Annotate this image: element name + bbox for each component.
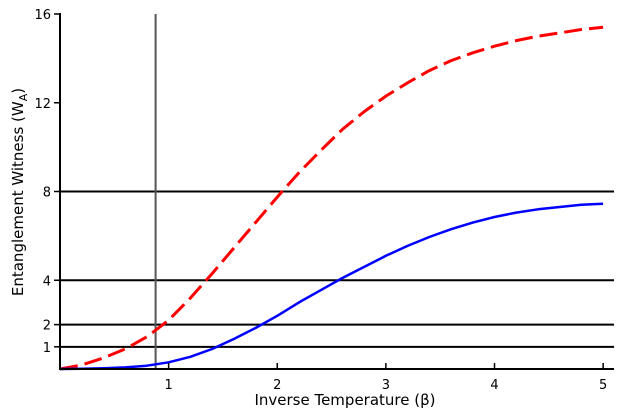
x-tick-label-3: 3 [382,378,390,393]
series-line-1 [59,25,604,371]
x-tick-label-5: 5 [599,378,607,393]
y-tick-label-12: 12 [34,97,51,112]
x-tick-label-1: 1 [164,378,172,393]
grid-lines [60,14,614,369]
y-axis-label: Entanglement Witness (WA) [9,88,30,296]
y-tick-label-1: 1 [43,341,51,356]
y-tick-label-8: 8 [43,186,51,201]
y-tick-label-4: 4 [43,274,51,289]
y-axis-label-subscript: A [17,93,30,101]
y-axis-label-main: Entanglement Witness (W [9,101,27,296]
axes [54,13,614,370]
x-axis-label: Inverse Temperature (β) [254,391,435,409]
x-tick-label-4: 4 [490,378,498,393]
x-tick-label-2: 2 [273,378,281,393]
y-tick-label-2: 2 [43,319,51,334]
series-line-2 [59,202,604,371]
series-layer [59,25,604,371]
y-tick-label-16: 16 [34,8,51,23]
y-axis-label-close: ) [9,88,27,94]
